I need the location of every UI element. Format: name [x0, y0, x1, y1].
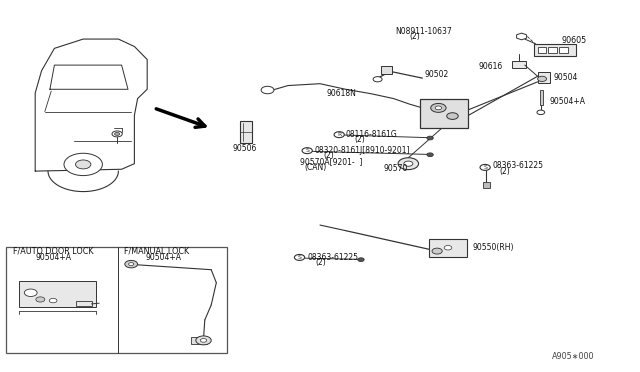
Circle shape — [49, 298, 57, 303]
Text: 08320-8161J[8910-9201]: 08320-8161J[8910-9201] — [315, 146, 410, 155]
Circle shape — [427, 136, 433, 140]
Text: (2): (2) — [410, 32, 420, 41]
Circle shape — [64, 153, 102, 176]
Text: 90550(RH): 90550(RH) — [472, 243, 514, 251]
Text: A905∗000: A905∗000 — [552, 352, 594, 361]
Circle shape — [373, 77, 382, 82]
Bar — [429, 239, 467, 257]
Text: 90570A[9201-  ]: 90570A[9201- ] — [300, 157, 362, 166]
Circle shape — [24, 289, 37, 296]
Circle shape — [334, 132, 344, 138]
Text: 90570: 90570 — [384, 164, 408, 173]
Text: 08363-61225: 08363-61225 — [307, 253, 358, 262]
Bar — [381, 66, 392, 74]
Circle shape — [447, 113, 458, 119]
Bar — [540, 90, 543, 105]
Circle shape — [358, 258, 364, 262]
Bar — [559, 46, 568, 53]
Bar — [240, 121, 252, 143]
Circle shape — [432, 248, 442, 254]
Text: S: S — [298, 255, 301, 260]
Text: 08116-8161G: 08116-8161G — [346, 130, 397, 139]
Circle shape — [404, 161, 413, 166]
Bar — [19, 281, 96, 307]
Circle shape — [480, 164, 490, 170]
Text: S: S — [483, 165, 487, 170]
Text: F/AUTO DOOR LOCK: F/AUTO DOOR LOCK — [13, 247, 93, 256]
Circle shape — [398, 158, 419, 170]
Text: (2): (2) — [354, 135, 365, 144]
Circle shape — [115, 132, 120, 135]
Circle shape — [538, 76, 547, 81]
Bar — [483, 182, 490, 188]
Circle shape — [431, 103, 446, 112]
Circle shape — [435, 106, 442, 110]
Circle shape — [125, 260, 138, 268]
Bar — [191, 337, 207, 344]
Circle shape — [537, 110, 545, 115]
Text: (2): (2) — [323, 151, 334, 160]
Bar — [538, 46, 546, 53]
Circle shape — [129, 263, 134, 266]
Text: 90605: 90605 — [562, 36, 587, 45]
Bar — [548, 46, 557, 53]
Circle shape — [427, 153, 433, 157]
Text: 90504+A: 90504+A — [35, 253, 71, 262]
Text: 08363-61225: 08363-61225 — [493, 161, 544, 170]
Text: 90618N: 90618N — [326, 89, 356, 98]
Text: 90616: 90616 — [479, 62, 503, 71]
Text: (2): (2) — [316, 258, 326, 267]
Text: R: R — [337, 132, 341, 137]
Circle shape — [294, 254, 305, 260]
Circle shape — [200, 339, 207, 342]
Text: (CAN): (CAN) — [304, 163, 326, 171]
Text: 90504: 90504 — [554, 73, 578, 81]
Bar — [420, 99, 468, 128]
Text: 90504+A: 90504+A — [146, 253, 182, 262]
Circle shape — [36, 297, 45, 302]
Bar — [512, 61, 526, 68]
Circle shape — [302, 148, 312, 154]
Text: 90502: 90502 — [424, 70, 449, 79]
Text: 90504+A: 90504+A — [549, 97, 585, 106]
Circle shape — [444, 246, 452, 250]
Text: N08911-10637: N08911-10637 — [395, 27, 452, 36]
Bar — [6, 247, 227, 353]
Polygon shape — [516, 33, 527, 40]
Text: S: S — [305, 148, 309, 153]
Bar — [538, 72, 550, 83]
Circle shape — [76, 160, 91, 169]
Text: (2): (2) — [499, 167, 510, 176]
Circle shape — [261, 86, 274, 94]
Text: F/MANUAL LOCK: F/MANUAL LOCK — [124, 247, 189, 256]
Circle shape — [196, 336, 211, 345]
Bar — [76, 301, 92, 306]
Bar — [534, 44, 576, 56]
Circle shape — [112, 131, 122, 137]
Text: 90506: 90506 — [232, 144, 257, 153]
